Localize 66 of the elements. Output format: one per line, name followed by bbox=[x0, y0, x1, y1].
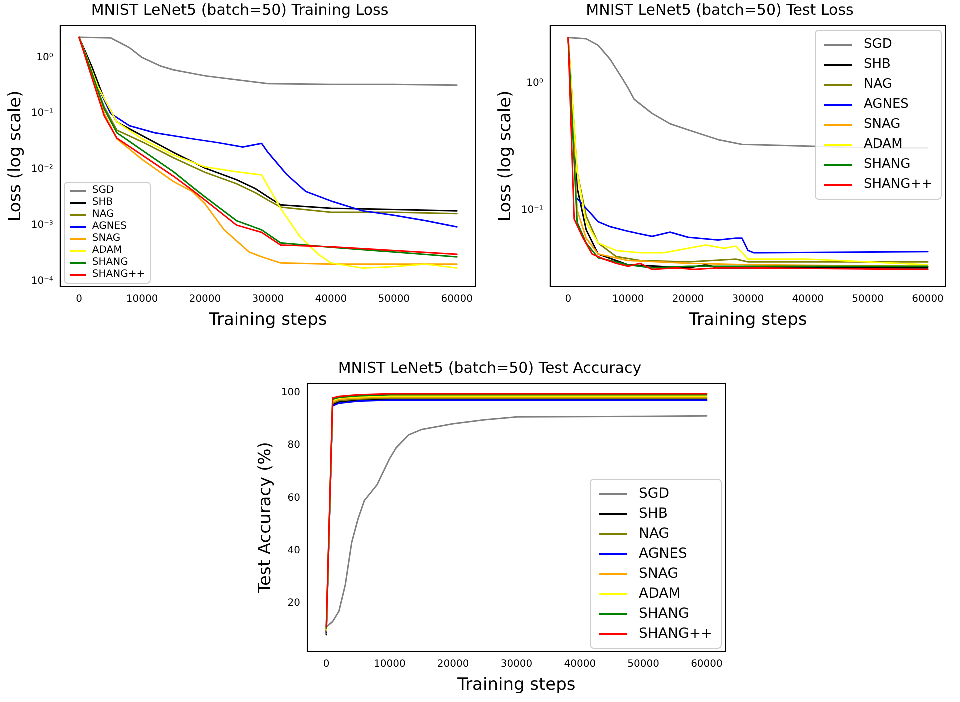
legend-label: SNAG bbox=[864, 116, 901, 134]
x-tick-label: 0 bbox=[323, 659, 330, 670]
x-tick-label: 50000 bbox=[378, 294, 410, 306]
legend-label: SHANG++ bbox=[92, 268, 146, 281]
legend-label: SHANG bbox=[92, 256, 128, 269]
x-axis-title: Training steps bbox=[688, 310, 808, 330]
legend-label: SHANG++ bbox=[864, 176, 933, 194]
x-tick-label: 20000 bbox=[189, 294, 222, 306]
legend-label: SNAG bbox=[639, 564, 679, 584]
x-axis-title: Training steps bbox=[208, 310, 328, 330]
legend-label: SHB bbox=[864, 56, 891, 74]
x-tick-label: 30000 bbox=[252, 294, 284, 306]
y-tick-label: 20 bbox=[288, 598, 300, 610]
y-tick-label: 10⁻² bbox=[31, 164, 54, 176]
legend-label: SGD bbox=[864, 36, 892, 54]
x-tick-label: 0 bbox=[565, 294, 572, 306]
y-tick-label: 100 bbox=[281, 388, 300, 399]
legend-label: ADAM bbox=[92, 244, 122, 257]
chart-title: MNIST LeNet5 (batch=50) Training Loss bbox=[91, 0, 389, 19]
legend-label: NAG bbox=[864, 76, 892, 94]
y-axis-title: Loss (log scale) bbox=[6, 90, 26, 222]
legend-label: SHB bbox=[639, 504, 668, 524]
legend-label: SGD bbox=[639, 484, 670, 504]
y-tick-label: 80 bbox=[288, 440, 300, 452]
x-tick-label: 10000 bbox=[374, 659, 406, 670]
x-tick-label: 40000 bbox=[315, 294, 348, 306]
x-tick-label: 60000 bbox=[912, 294, 944, 306]
legend-label: SHB bbox=[92, 196, 114, 209]
legend-label: SHANG++ bbox=[639, 624, 713, 644]
y-tick-label: 10⁻³ bbox=[31, 220, 54, 231]
x-tick-label: 30000 bbox=[500, 659, 533, 670]
legend-label: SNAG bbox=[92, 232, 121, 245]
x-tick-label: 0 bbox=[76, 294, 82, 306]
y-tick-label: 10⁰ bbox=[36, 52, 54, 64]
legend-label: ADAM bbox=[639, 584, 681, 604]
legend-label: SGD bbox=[92, 184, 114, 197]
x-tick-label: 60000 bbox=[441, 294, 474, 306]
x-tick-label: 10000 bbox=[612, 294, 644, 306]
legend-label: AGNES bbox=[92, 220, 127, 233]
x-tick-label: 10000 bbox=[126, 294, 158, 306]
y-tick-label: 10⁰ bbox=[526, 78, 544, 90]
x-tick-label: 60000 bbox=[691, 659, 723, 670]
chart-title: MNIST LeNet5 (batch=50) Test Accuracy bbox=[338, 358, 642, 377]
x-axis-title: Training steps bbox=[456, 675, 576, 696]
x-tick-label: 30000 bbox=[732, 294, 764, 306]
y-tick-label: 10⁻⁴ bbox=[31, 276, 54, 287]
y-tick-label: 60 bbox=[288, 492, 300, 504]
x-tick-label: 50000 bbox=[852, 294, 884, 306]
chart-title: MNIST LeNet5 (batch=50) Test Loss bbox=[586, 0, 854, 19]
legend-label: AGNES bbox=[864, 96, 909, 114]
legend-label: NAG bbox=[639, 524, 670, 544]
x-tick-label: 40000 bbox=[564, 659, 596, 670]
y-tick-label: 10⁻¹ bbox=[521, 204, 544, 216]
legend-label: AGNES bbox=[639, 544, 688, 564]
y-axis-title: Test Accuracy (%) bbox=[256, 442, 276, 594]
y-axis-title: Loss (log scale) bbox=[496, 90, 516, 222]
x-tick-label: 20000 bbox=[672, 294, 704, 306]
legend-label: SHANG bbox=[639, 604, 690, 624]
legend-label: SHANG bbox=[864, 156, 911, 174]
x-tick-label: 20000 bbox=[437, 659, 470, 670]
legend-label: NAG bbox=[92, 208, 114, 221]
y-tick-label: 10⁻¹ bbox=[31, 108, 54, 120]
legend-label: ADAM bbox=[864, 136, 903, 154]
y-tick-label: 40 bbox=[288, 545, 300, 556]
x-tick-label: 50000 bbox=[628, 659, 660, 670]
x-tick-label: 40000 bbox=[792, 294, 824, 306]
